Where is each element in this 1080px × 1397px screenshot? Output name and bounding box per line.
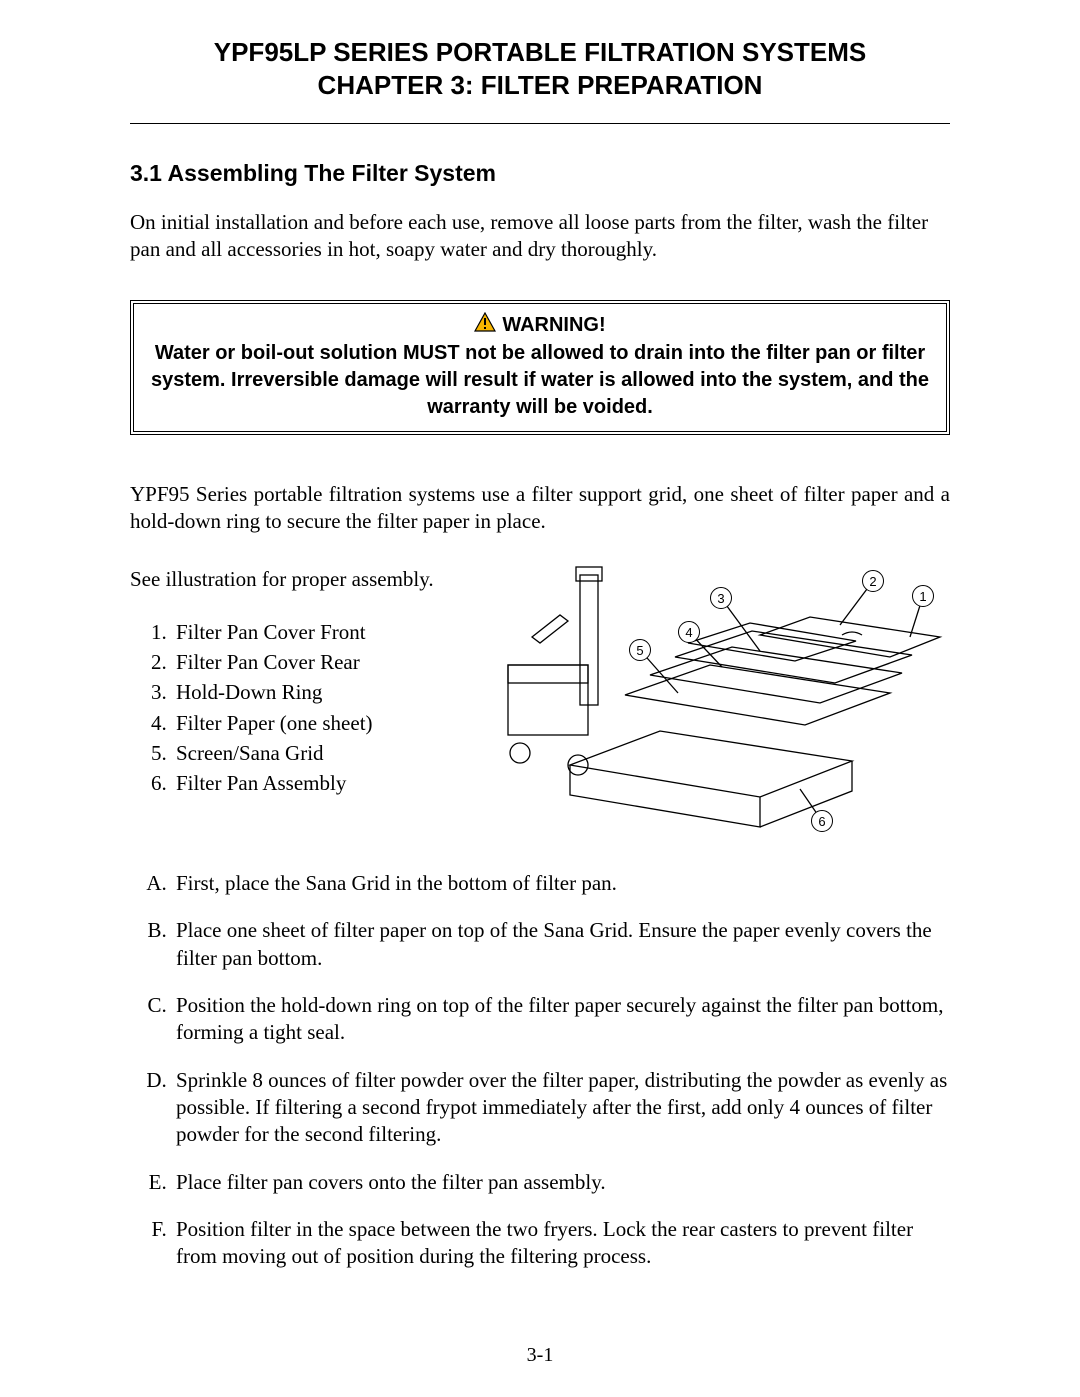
section-heading: 3.1 Assembling The Filter System [130, 160, 950, 187]
parts-item: Filter Pan Assembly [172, 769, 440, 797]
page-number: 3-1 [0, 1344, 1080, 1367]
title-line-1: YPF95LP SERIES PORTABLE FILTRATION SYSTE… [130, 36, 950, 69]
parts-item: Filter Pan Cover Front [172, 618, 440, 646]
parts-item: Screen/Sana Grid [172, 739, 440, 767]
warning-icon [474, 312, 496, 340]
steps-list: First, place the Sana Grid in the bottom… [130, 870, 950, 1270]
step-item: Sprinkle 8 ounces of filter powder over … [172, 1067, 950, 1149]
step-item: Place one sheet of filter paper on top o… [172, 917, 950, 972]
warning-box: WARNING! Water or boil-out solution MUST… [130, 300, 950, 435]
step-item: Position filter in the space between the… [172, 1216, 950, 1271]
warning-heading: WARNING! [474, 312, 605, 340]
exploded-view-svg [460, 565, 950, 845]
warning-body: Water or boil-out solution MUST not be a… [148, 340, 932, 421]
step-item: Place filter pan covers onto the filter … [172, 1169, 950, 1196]
assembly-row: See illustration for proper assembly. Fi… [130, 565, 950, 850]
parts-item: Filter Paper (one sheet) [172, 709, 440, 737]
parts-item: Hold-Down Ring [172, 678, 440, 706]
parts-list: Filter Pan Cover Front Filter Pan Cover … [130, 618, 440, 798]
step-item: Position the hold-down ring on top of th… [172, 992, 950, 1047]
assembly-diagram: 1 2 3 4 5 6 [460, 565, 950, 850]
title-line-2: CHAPTER 3: FILTER PREPARATION [130, 69, 950, 102]
see-illustration-text: See illustration for proper assembly. [130, 565, 440, 593]
parts-item: Filter Pan Cover Rear [172, 648, 440, 676]
step-item: First, place the Sana Grid in the bottom… [172, 870, 950, 897]
assembly-left-col: See illustration for proper assembly. Fi… [130, 565, 440, 850]
document-title: YPF95LP SERIES PORTABLE FILTRATION SYSTE… [130, 36, 950, 101]
warning-label: WARNING! [502, 312, 605, 339]
intro-paragraph: On initial installation and before each … [130, 209, 950, 264]
title-rule [130, 123, 950, 124]
body-paragraph-2: YPF95 Series portable filtration systems… [130, 481, 950, 536]
